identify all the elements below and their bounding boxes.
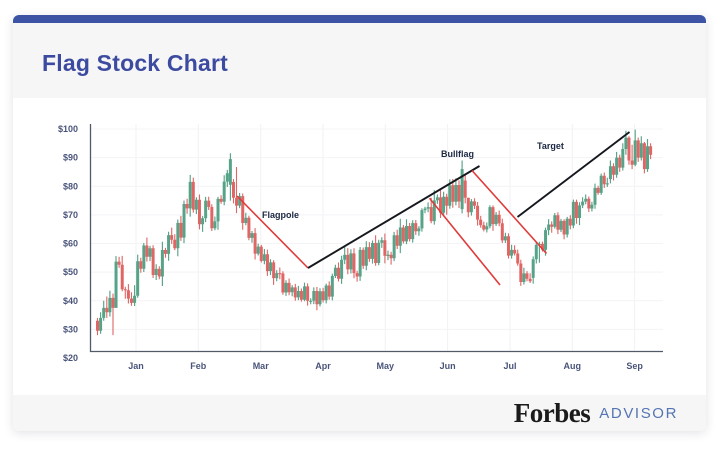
- svg-text:$90: $90: [63, 153, 78, 163]
- svg-text:Feb: Feb: [190, 361, 207, 371]
- svg-text:$40: $40: [63, 296, 78, 306]
- svg-text:$30: $30: [63, 325, 78, 335]
- svg-text:$80: $80: [63, 181, 78, 191]
- svg-text:Aug: Aug: [564, 361, 582, 371]
- svg-text:$20: $20: [63, 353, 78, 363]
- svg-text:$60: $60: [63, 239, 78, 249]
- svg-text:$50: $50: [63, 267, 78, 277]
- svg-text:Flagpole: Flagpole: [262, 210, 299, 220]
- svg-text:Bullflag: Bullflag: [441, 149, 474, 159]
- svg-text:Jun: Jun: [440, 361, 456, 371]
- svg-text:Jan: Jan: [128, 361, 144, 371]
- svg-text:Apr: Apr: [315, 361, 331, 371]
- svg-text:Sep: Sep: [626, 361, 643, 371]
- svg-text:$70: $70: [63, 210, 78, 220]
- svg-text:$100: $100: [58, 124, 78, 134]
- svg-text:Jul: Jul: [503, 361, 516, 371]
- svg-text:Target: Target: [537, 141, 564, 151]
- svg-text:Mar: Mar: [253, 361, 270, 371]
- svg-text:May: May: [377, 361, 395, 371]
